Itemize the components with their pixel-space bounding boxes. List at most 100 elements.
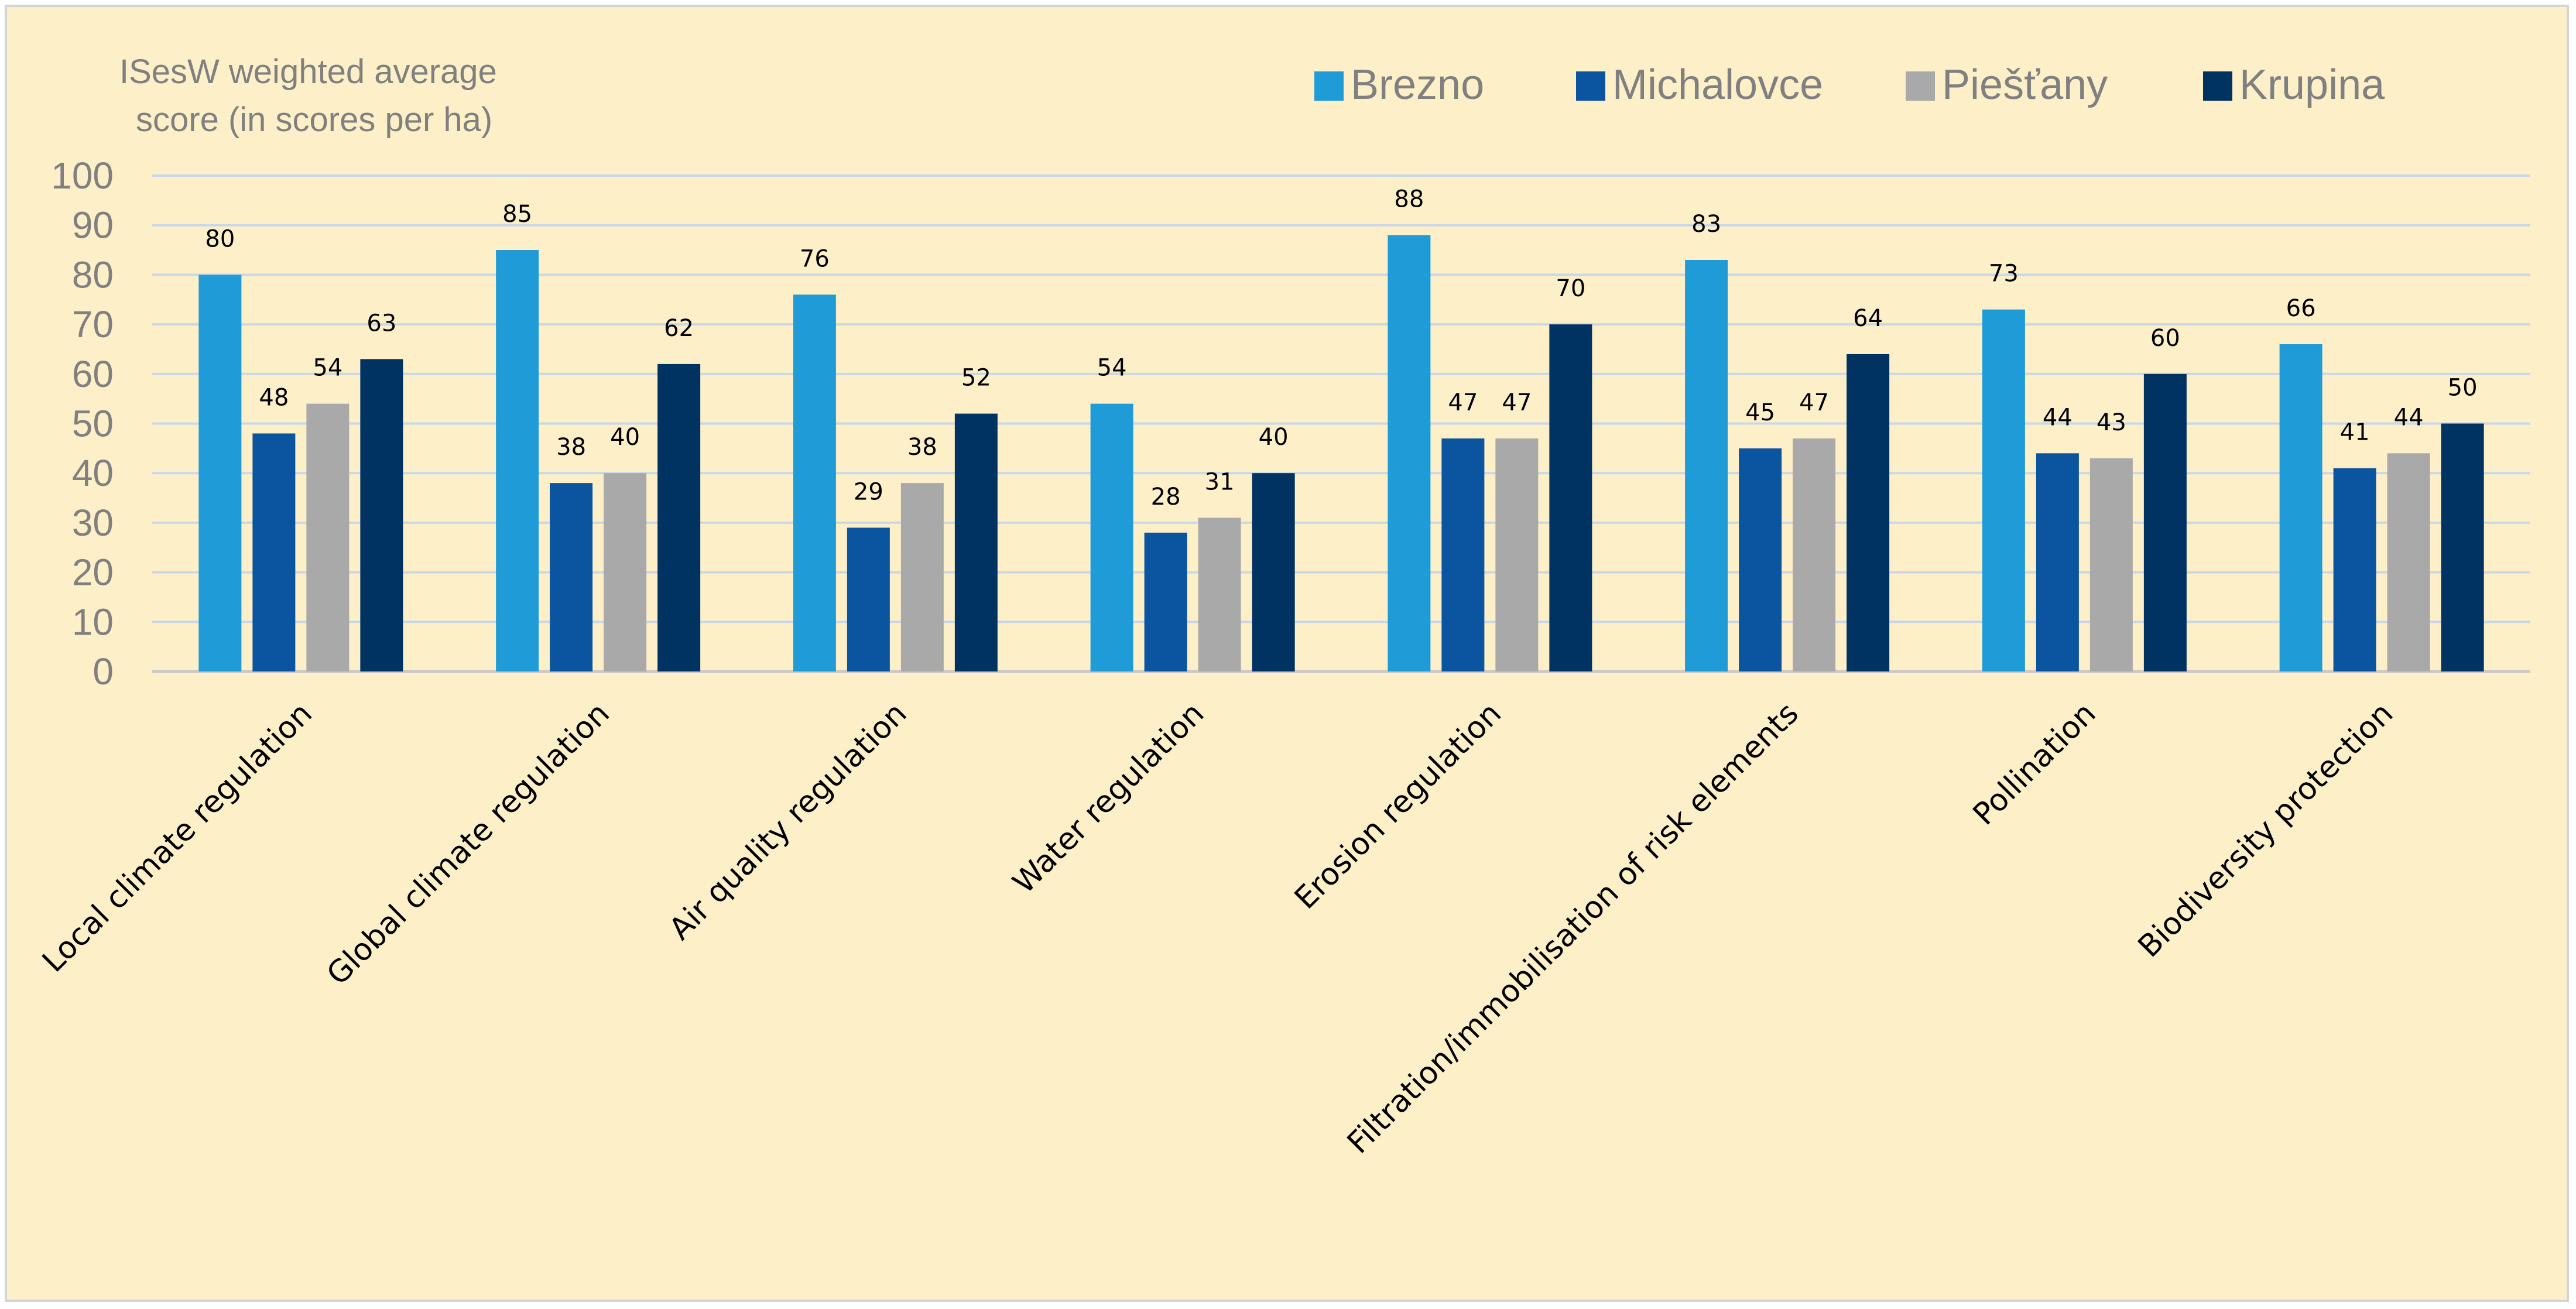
bar: [1982, 309, 2025, 671]
bar: [1549, 324, 1592, 671]
category-label: Pollination: [1967, 696, 2103, 832]
chart-frame: 0 10 20 30 40 50 60 70 80 90 100 ISesW weighted av…: [5, 5, 2569, 1302]
bar: [2089, 458, 2133, 671]
category-labels: Local climate regulation Global climate r…: [36, 696, 2400, 1161]
data-label: 47: [1448, 389, 1478, 416]
category-label: Local climate regulation: [36, 696, 319, 979]
category-label: Biodiversity protection: [2132, 696, 2400, 964]
bars: [198, 235, 2484, 671]
bar: [2279, 344, 2322, 671]
bar-chart: 0 10 20 30 40 50 60 70 80 90 100 ISesW weighted av…: [36, 53, 2530, 1161]
legend: Brezno Michalovce Piešťany Krupina: [1314, 61, 2385, 108]
legend-label: Krupina: [2239, 61, 2385, 108]
data-label: 64: [1853, 305, 1883, 332]
data-label: 60: [2150, 325, 2180, 352]
bar: [954, 413, 998, 671]
data-label: 73: [1989, 261, 2019, 287]
bar: [657, 364, 701, 671]
bar: [1441, 438, 1485, 671]
bar: [1685, 259, 1728, 671]
category-label: Global climate regulation: [320, 696, 616, 992]
bar: [496, 250, 539, 671]
data-labels: 80 48 54 63 85 38 40 62 76 29 38 52 54 28 31 40 88 47 47 70…: [205, 186, 2477, 510]
data-label: 38: [907, 434, 937, 461]
gridlines: [152, 174, 2530, 673]
y-tick-label: 30: [72, 502, 114, 544]
data-label: 66: [2286, 295, 2316, 322]
bar: [198, 275, 242, 671]
y-tick-label: 80: [72, 253, 114, 296]
data-label: 47: [1502, 389, 1532, 416]
y-tick-label: 0: [93, 650, 114, 693]
y-tick-label: 100: [51, 155, 114, 197]
data-label: 47: [1799, 389, 1829, 416]
y-axis-ticks: 0 10 20 30 40 50 60 70 80 90 100: [51, 155, 114, 693]
bar: [1090, 403, 1133, 671]
bar: [793, 294, 836, 671]
y-tick-label: 70: [72, 303, 114, 345]
bar: [1252, 473, 1295, 671]
data-label: 29: [854, 478, 883, 505]
data-label: 83: [1691, 211, 1721, 238]
bar: [1495, 438, 1539, 671]
bar: [252, 433, 296, 671]
bar: [360, 359, 403, 671]
bar: [2333, 468, 2376, 671]
y-tick-label: 50: [72, 403, 114, 445]
data-label: 38: [556, 434, 586, 461]
data-label: 88: [1394, 186, 1424, 213]
bar: [1144, 532, 1187, 671]
category-label: Air quality regulation: [663, 696, 914, 947]
legend-swatch: [1314, 71, 1344, 101]
data-label: 48: [259, 384, 289, 411]
data-label: 54: [1097, 355, 1127, 382]
y-axis-title-line-2: score (in scores per ha): [136, 101, 492, 139]
bar: [2143, 373, 2187, 671]
data-label: 70: [1556, 275, 1585, 302]
data-label: 50: [2448, 375, 2478, 402]
data-label: 85: [502, 201, 532, 228]
data-label: 63: [366, 310, 396, 337]
data-label: 43: [2097, 409, 2126, 436]
category-label: Water regulation: [1006, 696, 1211, 901]
legend-swatch: [1906, 71, 1935, 101]
data-label: 28: [1151, 484, 1181, 510]
data-label: 41: [2340, 419, 2370, 446]
data-label: 44: [2043, 404, 2073, 431]
y-tick-label: 20: [72, 551, 114, 594]
legend-label: Piešťany: [1942, 61, 2108, 108]
data-label: 62: [664, 315, 694, 342]
legend-swatch: [2203, 71, 2232, 101]
category-label: Filtration/immobilisation of risk elemen…: [1341, 696, 1806, 1161]
category-label: Erosion regulation: [1288, 696, 1508, 916]
y-tick-label: 60: [72, 353, 114, 395]
bar: [900, 483, 944, 671]
legend-label: Brezno: [1351, 61, 1484, 108]
y-tick-label: 40: [72, 452, 114, 494]
data-label: 54: [313, 355, 342, 382]
y-tick-label: 10: [72, 601, 114, 643]
bar: [2441, 423, 2484, 671]
data-label: 40: [610, 424, 640, 451]
bar: [2387, 453, 2430, 671]
bar: [2036, 453, 2079, 671]
bar: [1198, 518, 1241, 671]
bar: [1739, 448, 1782, 671]
bar: [306, 403, 350, 671]
bar: [1388, 235, 1431, 671]
data-label: 76: [800, 245, 830, 272]
legend-swatch: [1576, 71, 1605, 101]
data-label: 52: [961, 365, 991, 392]
y-tick-label: 90: [72, 204, 114, 246]
legend-label: Michalovce: [1612, 61, 1823, 108]
y-axis-title-line-1: ISesW weighted average: [119, 53, 497, 91]
bar: [550, 483, 593, 671]
bar: [1847, 354, 1890, 671]
data-label: 45: [1745, 399, 1775, 426]
bar: [847, 527, 890, 671]
data-label: 40: [1259, 424, 1289, 451]
bar: [1793, 438, 1836, 671]
data-label: 44: [2394, 404, 2424, 431]
data-label: 80: [205, 225, 235, 252]
bar: [604, 473, 647, 671]
